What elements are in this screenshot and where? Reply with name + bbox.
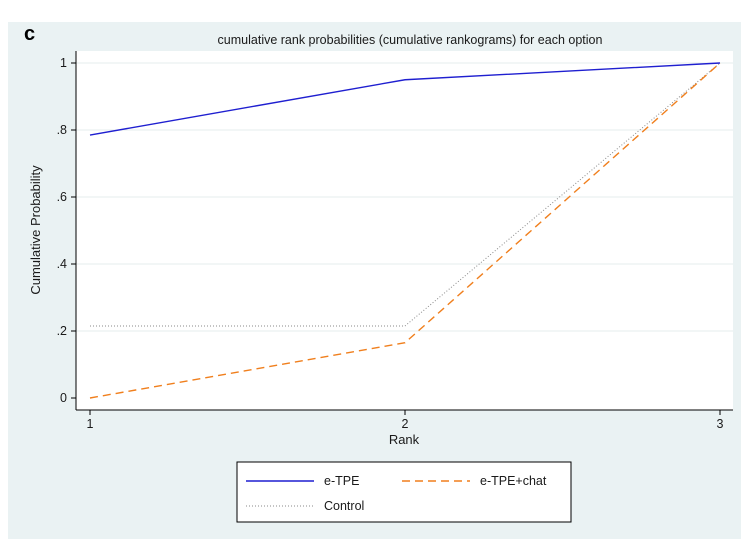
- plot-area: [76, 51, 733, 410]
- series-line-control: [90, 62, 721, 327]
- y-axis-label: Cumulative Probability: [28, 165, 43, 295]
- x-tick-label: 2: [402, 417, 409, 431]
- series-lines: [89, 62, 721, 399]
- x-axis-label: Rank: [389, 432, 420, 447]
- x-tick-label: 3: [717, 417, 724, 431]
- legend-label-e-tpe: e-TPE: [324, 474, 359, 488]
- x-tick-label: 1: [87, 417, 94, 431]
- y-tick-label: .8: [57, 123, 67, 137]
- y-tick-label: .4: [57, 257, 67, 271]
- y-tick-label: .2: [57, 324, 67, 338]
- series-line-e-tpe: [89, 62, 721, 136]
- tick-labels: 0 .2 .4 .6 .8 1 1 2 3: [57, 56, 724, 431]
- legend-label-e-tpe-chat: e-TPE+chat: [480, 474, 547, 488]
- legend: e-TPE e-TPE+chat Control: [236, 461, 572, 523]
- chart-title: cumulative rank probabilities (cumulativ…: [218, 33, 603, 47]
- gridlines: [76, 62, 733, 332]
- series-line-e-tpe-chat: [89, 62, 721, 399]
- legend-box: [236, 461, 572, 523]
- y-tick-label: 0: [60, 391, 67, 405]
- axes: [71, 51, 733, 415]
- legend-label-control: Control: [324, 499, 364, 513]
- panel-label: c: [24, 23, 36, 45]
- y-tick-label: 1: [60, 56, 67, 70]
- y-tick-label: .6: [57, 190, 67, 204]
